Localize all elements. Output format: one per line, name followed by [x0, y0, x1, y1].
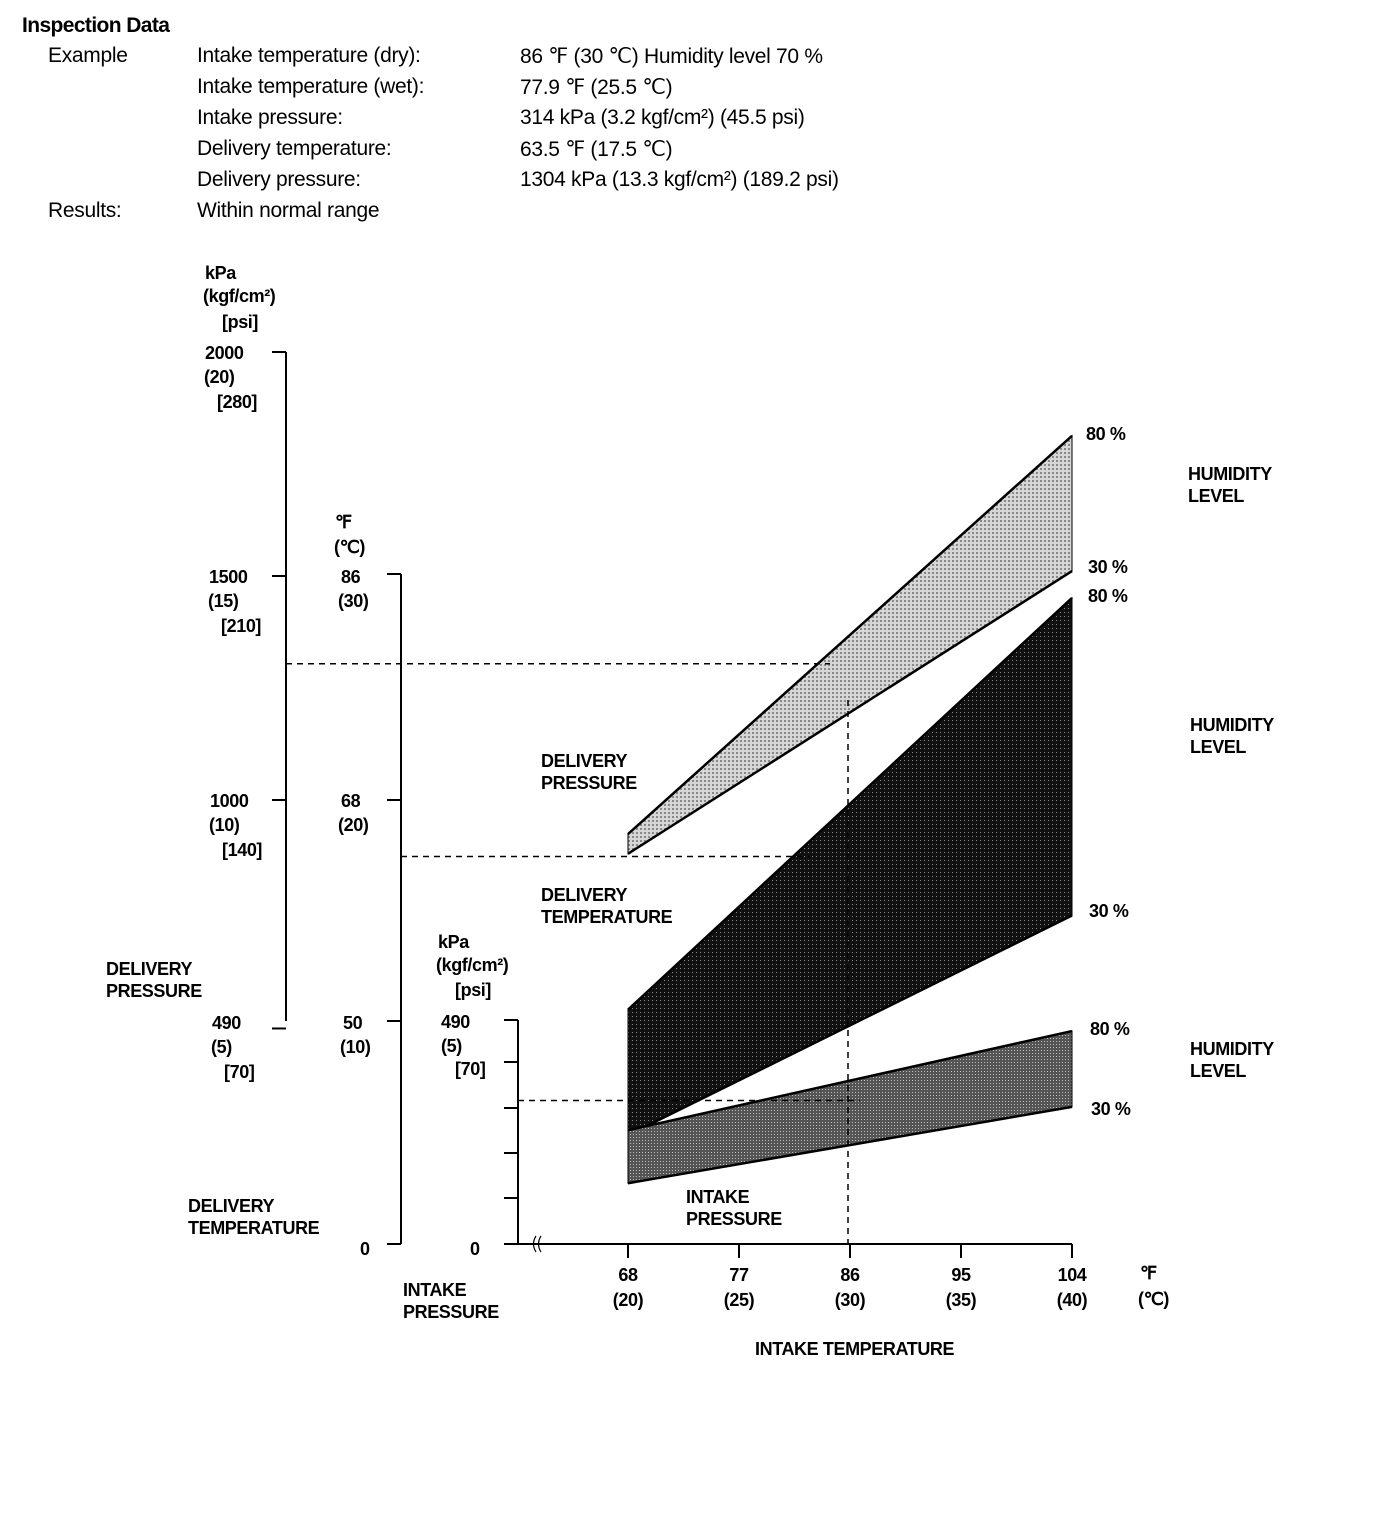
- intake-pressure-axis-label: INTAKE PRESSURE: [403, 1280, 499, 1322]
- results-value: Within normal range: [197, 199, 380, 222]
- inspection-row-label: Delivery pressure:: [197, 168, 361, 191]
- humidity-level-label: HUMIDITY: [1190, 715, 1274, 735]
- x-tick-label: 104: [1057, 1265, 1087, 1285]
- example-label: Example: [48, 44, 128, 67]
- unit-label: [psi]: [222, 312, 258, 332]
- tick-label: 1500: [209, 567, 248, 587]
- tick-label: (30): [338, 591, 369, 611]
- x-axis-label: INTAKE TEMPERATURE: [755, 1339, 955, 1359]
- tick-label: 68: [341, 791, 361, 811]
- unit-label: ℉: [335, 512, 352, 532]
- tick-label: 0: [360, 1239, 370, 1259]
- humidity-30-line: [627, 914, 1073, 1137]
- inspection-row-value: 63.5 ℉ (17.5 ℃): [520, 138, 673, 161]
- humidity-80-line: [627, 1029, 1073, 1132]
- x-unit-label: (℃): [1138, 1289, 1170, 1309]
- inspection-row-value: 1304 kPa (13.3 kgf/cm²) (189.2 psi): [520, 168, 839, 191]
- unit-label: kPa: [438, 932, 469, 952]
- tick-label: [280]: [217, 392, 258, 412]
- x-tick-label: (35): [945, 1290, 977, 1310]
- x-unit-label: ℉: [1140, 1263, 1157, 1283]
- humidity-level-label: HUMIDITY: [1190, 1039, 1274, 1059]
- tick-label: [210]: [221, 616, 262, 636]
- tick-label: [70]: [455, 1059, 486, 1079]
- tick-label: (20): [204, 367, 235, 387]
- unit-label: [psi]: [455, 980, 491, 1000]
- tick-label: 1000: [210, 791, 249, 811]
- band-label: DELIVERY TEMPERATURE: [541, 885, 673, 927]
- humidity-level-label: HUMIDITY: [1188, 464, 1272, 484]
- tick-label: (15): [208, 591, 239, 611]
- x-tick-label: (20): [612, 1290, 644, 1310]
- tick-label: (5): [211, 1037, 232, 1057]
- inspection-row-label: Intake temperature (dry):: [197, 44, 421, 67]
- humidity-80-line: [627, 596, 1073, 1011]
- x-tick-label: 77: [729, 1265, 749, 1285]
- humidity-30-line: [627, 1105, 1073, 1185]
- humidity-percent-label: 30 %: [1089, 901, 1129, 921]
- inspection-row-label: Delivery temperature:: [197, 137, 392, 160]
- tick-label: 50: [343, 1013, 363, 1033]
- results-label: Results:: [48, 199, 122, 222]
- band-label: DELIVERY PRESSURE: [541, 751, 637, 793]
- humidity-percent-label: 30 %: [1088, 557, 1128, 577]
- axis-break-icon: [532, 1235, 542, 1253]
- humidity-level-label: LEVEL: [1188, 486, 1245, 506]
- delivery-pressure-axis-label: DELIVERY PRESSURE: [106, 959, 202, 1001]
- inspection-title: Inspection Data: [22, 14, 170, 37]
- humidity-level-label: LEVEL: [1190, 737, 1247, 757]
- x-tick-label: 86: [840, 1265, 860, 1285]
- x-tick-label: (40): [1056, 1290, 1088, 1310]
- inspection-row-value: 86 ℉ (30 ℃) Humidity level 70 %: [520, 45, 823, 68]
- unit-label: (℃): [334, 537, 366, 557]
- tick-label: (10): [209, 815, 240, 835]
- inspection-row-value: 77.9 ℉ (25.5 ℃): [520, 76, 673, 99]
- tick-label: 86: [341, 567, 361, 587]
- tick-label: 2000: [205, 343, 244, 363]
- x-tick-label: (30): [834, 1290, 866, 1310]
- x-tick-label: 68: [618, 1265, 638, 1285]
- tick-label: (10): [340, 1037, 371, 1057]
- inspection-row-label: Intake pressure:: [197, 106, 343, 129]
- unit-label: (kgf/cm²): [203, 286, 276, 306]
- tick-label: 0: [470, 1239, 480, 1259]
- inspection-row-label: Intake temperature (wet):: [197, 75, 425, 98]
- humidity-level-label: LEVEL: [1190, 1061, 1247, 1081]
- x-tick-label: 95: [951, 1265, 971, 1285]
- tick-label: 490: [212, 1013, 241, 1033]
- tick-label: (5): [441, 1036, 462, 1056]
- humidity-percent-label: 80 %: [1086, 424, 1126, 444]
- x-tick-label: (25): [723, 1290, 755, 1310]
- inspection-row-value: 314 kPa (3.2 kgf/cm²) (45.5 psi): [520, 106, 805, 129]
- humidity-percent-label: 80 %: [1088, 586, 1128, 606]
- band-label: INTAKE PRESSURE: [686, 1187, 782, 1229]
- humidity-30-line: [627, 570, 1073, 855]
- tick-label: 490: [441, 1012, 470, 1032]
- tick-label: [70]: [224, 1062, 255, 1082]
- tick-label: (20): [338, 815, 369, 835]
- unit-label: kPa: [205, 263, 236, 283]
- humidity-percent-label: 30 %: [1091, 1099, 1131, 1119]
- tick-label: [140]: [222, 840, 263, 860]
- delivery-temperature-axis-label: DELIVERY TEMPERATURE: [188, 1196, 320, 1238]
- unit-label: (kgf/cm²): [436, 955, 509, 975]
- humidity-80-line: [627, 434, 1073, 835]
- humidity-percent-label: 80 %: [1090, 1019, 1130, 1039]
